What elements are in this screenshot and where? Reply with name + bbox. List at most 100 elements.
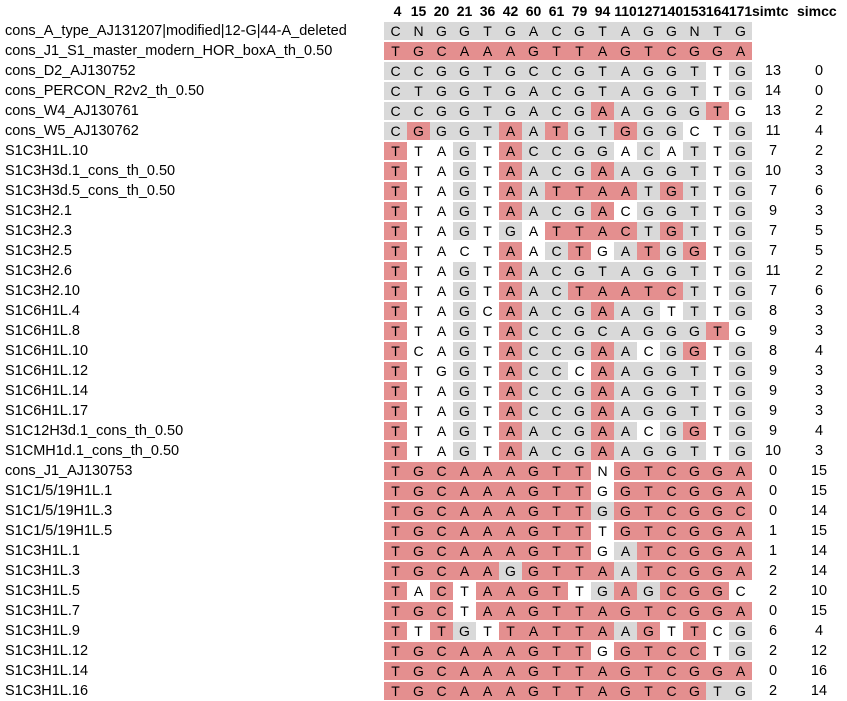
base-cell: C bbox=[660, 462, 683, 480]
base-cell: A bbox=[499, 522, 522, 540]
base-cell: T bbox=[591, 62, 614, 80]
base-cell: A bbox=[591, 162, 614, 180]
base-cell: G bbox=[407, 662, 430, 680]
base-cell: G bbox=[614, 122, 637, 140]
base-cell: G bbox=[522, 482, 545, 500]
base-cell: A bbox=[430, 422, 453, 440]
base-cell: G bbox=[522, 662, 545, 680]
simcc-value: 15 bbox=[810, 483, 828, 499]
column-header: 61 bbox=[548, 3, 565, 19]
simcc-value: 5 bbox=[814, 243, 824, 259]
base-cell: A bbox=[476, 522, 499, 540]
column-header: 42 bbox=[502, 3, 519, 19]
simcc-value: 6 bbox=[814, 183, 824, 199]
base-cell: T bbox=[407, 222, 430, 240]
simcc-value: 12 bbox=[810, 643, 828, 659]
base-cell: A bbox=[453, 682, 476, 700]
base-cell: T bbox=[384, 262, 407, 280]
base-cell: T bbox=[476, 102, 499, 120]
sequence-label: S1C1/5/19H1L.1 bbox=[5, 483, 113, 499]
base-cell: A bbox=[591, 342, 614, 360]
base-cell: G bbox=[683, 482, 706, 500]
base-cell: A bbox=[591, 282, 614, 300]
sequence-label: cons_PERCON_R2v2_th_0.50 bbox=[5, 83, 205, 99]
base-cell: C bbox=[568, 362, 591, 380]
base-cell: C bbox=[545, 442, 568, 460]
column-header: 164 bbox=[705, 3, 730, 19]
base-cell: G bbox=[637, 382, 660, 400]
sequence-label: S1C6H1L.12 bbox=[5, 363, 89, 379]
sequence-label: S1C6H1L.4 bbox=[5, 303, 80, 319]
simtc-value: 9 bbox=[768, 323, 778, 339]
base-cell: T bbox=[384, 402, 407, 420]
simtc-value: 2 bbox=[768, 563, 778, 579]
base-cell: A bbox=[591, 102, 614, 120]
simtc-value: 7 bbox=[768, 143, 778, 159]
base-cell: T bbox=[476, 282, 499, 300]
simcc-value: 4 bbox=[814, 423, 824, 439]
base-cell: A bbox=[522, 162, 545, 180]
base-cell: A bbox=[430, 222, 453, 240]
simtc-value: 10 bbox=[764, 443, 782, 459]
base-cell: T bbox=[476, 622, 499, 640]
base-cell: A bbox=[499, 362, 522, 380]
base-cell: T bbox=[545, 462, 568, 480]
base-cell: C bbox=[430, 522, 453, 540]
base-cell: T bbox=[384, 482, 407, 500]
base-cell: G bbox=[660, 402, 683, 420]
base-cell: A bbox=[499, 282, 522, 300]
base-cell: T bbox=[407, 202, 430, 220]
base-cell: T bbox=[545, 682, 568, 700]
base-cell: C bbox=[660, 282, 683, 300]
base-cell: G bbox=[660, 102, 683, 120]
base-cell: A bbox=[430, 142, 453, 160]
base-cell: A bbox=[499, 182, 522, 200]
base-cell: A bbox=[729, 42, 752, 60]
base-cell: G bbox=[637, 22, 660, 40]
base-cell: T bbox=[407, 302, 430, 320]
base-cell: T bbox=[384, 242, 407, 260]
base-cell: G bbox=[637, 262, 660, 280]
base-cell: T bbox=[545, 522, 568, 540]
base-cell: T bbox=[637, 182, 660, 200]
base-cell: A bbox=[614, 162, 637, 180]
base-cell: A bbox=[614, 242, 637, 260]
base-cell: G bbox=[568, 82, 591, 100]
base-cell: A bbox=[430, 202, 453, 220]
simtc-value: 0 bbox=[768, 663, 778, 679]
base-cell: T bbox=[384, 142, 407, 160]
base-cell: A bbox=[499, 342, 522, 360]
base-cell: A bbox=[614, 82, 637, 100]
base-cell: G bbox=[407, 502, 430, 520]
simtc-value: 10 bbox=[764, 163, 782, 179]
base-cell: G bbox=[522, 602, 545, 620]
base-cell: C bbox=[430, 582, 453, 600]
base-cell: G bbox=[568, 122, 591, 140]
base-cell: T bbox=[568, 682, 591, 700]
base-cell: G bbox=[407, 562, 430, 580]
base-cell: A bbox=[522, 622, 545, 640]
base-cell: T bbox=[384, 362, 407, 380]
base-cell: T bbox=[384, 662, 407, 680]
simcc-value: 15 bbox=[810, 463, 828, 479]
base-cell: A bbox=[499, 442, 522, 460]
base-cell: C bbox=[522, 322, 545, 340]
base-cell: C bbox=[522, 62, 545, 80]
base-cell: A bbox=[614, 142, 637, 160]
base-cell: G bbox=[683, 662, 706, 680]
base-cell: A bbox=[499, 162, 522, 180]
base-cell: A bbox=[499, 242, 522, 260]
base-cell: A bbox=[499, 142, 522, 160]
base-cell: G bbox=[729, 162, 752, 180]
base-cell: A bbox=[476, 502, 499, 520]
column-header: 110 bbox=[614, 3, 637, 19]
sequence-label: S1C3H2.5 bbox=[5, 243, 72, 259]
base-cell: C bbox=[430, 642, 453, 660]
base-cell: A bbox=[430, 382, 453, 400]
base-cell: G bbox=[729, 122, 752, 140]
base-cell: C bbox=[591, 322, 614, 340]
base-cell: G bbox=[568, 202, 591, 220]
base-cell: A bbox=[614, 322, 637, 340]
base-cell: A bbox=[499, 542, 522, 560]
base-cell: T bbox=[637, 482, 660, 500]
